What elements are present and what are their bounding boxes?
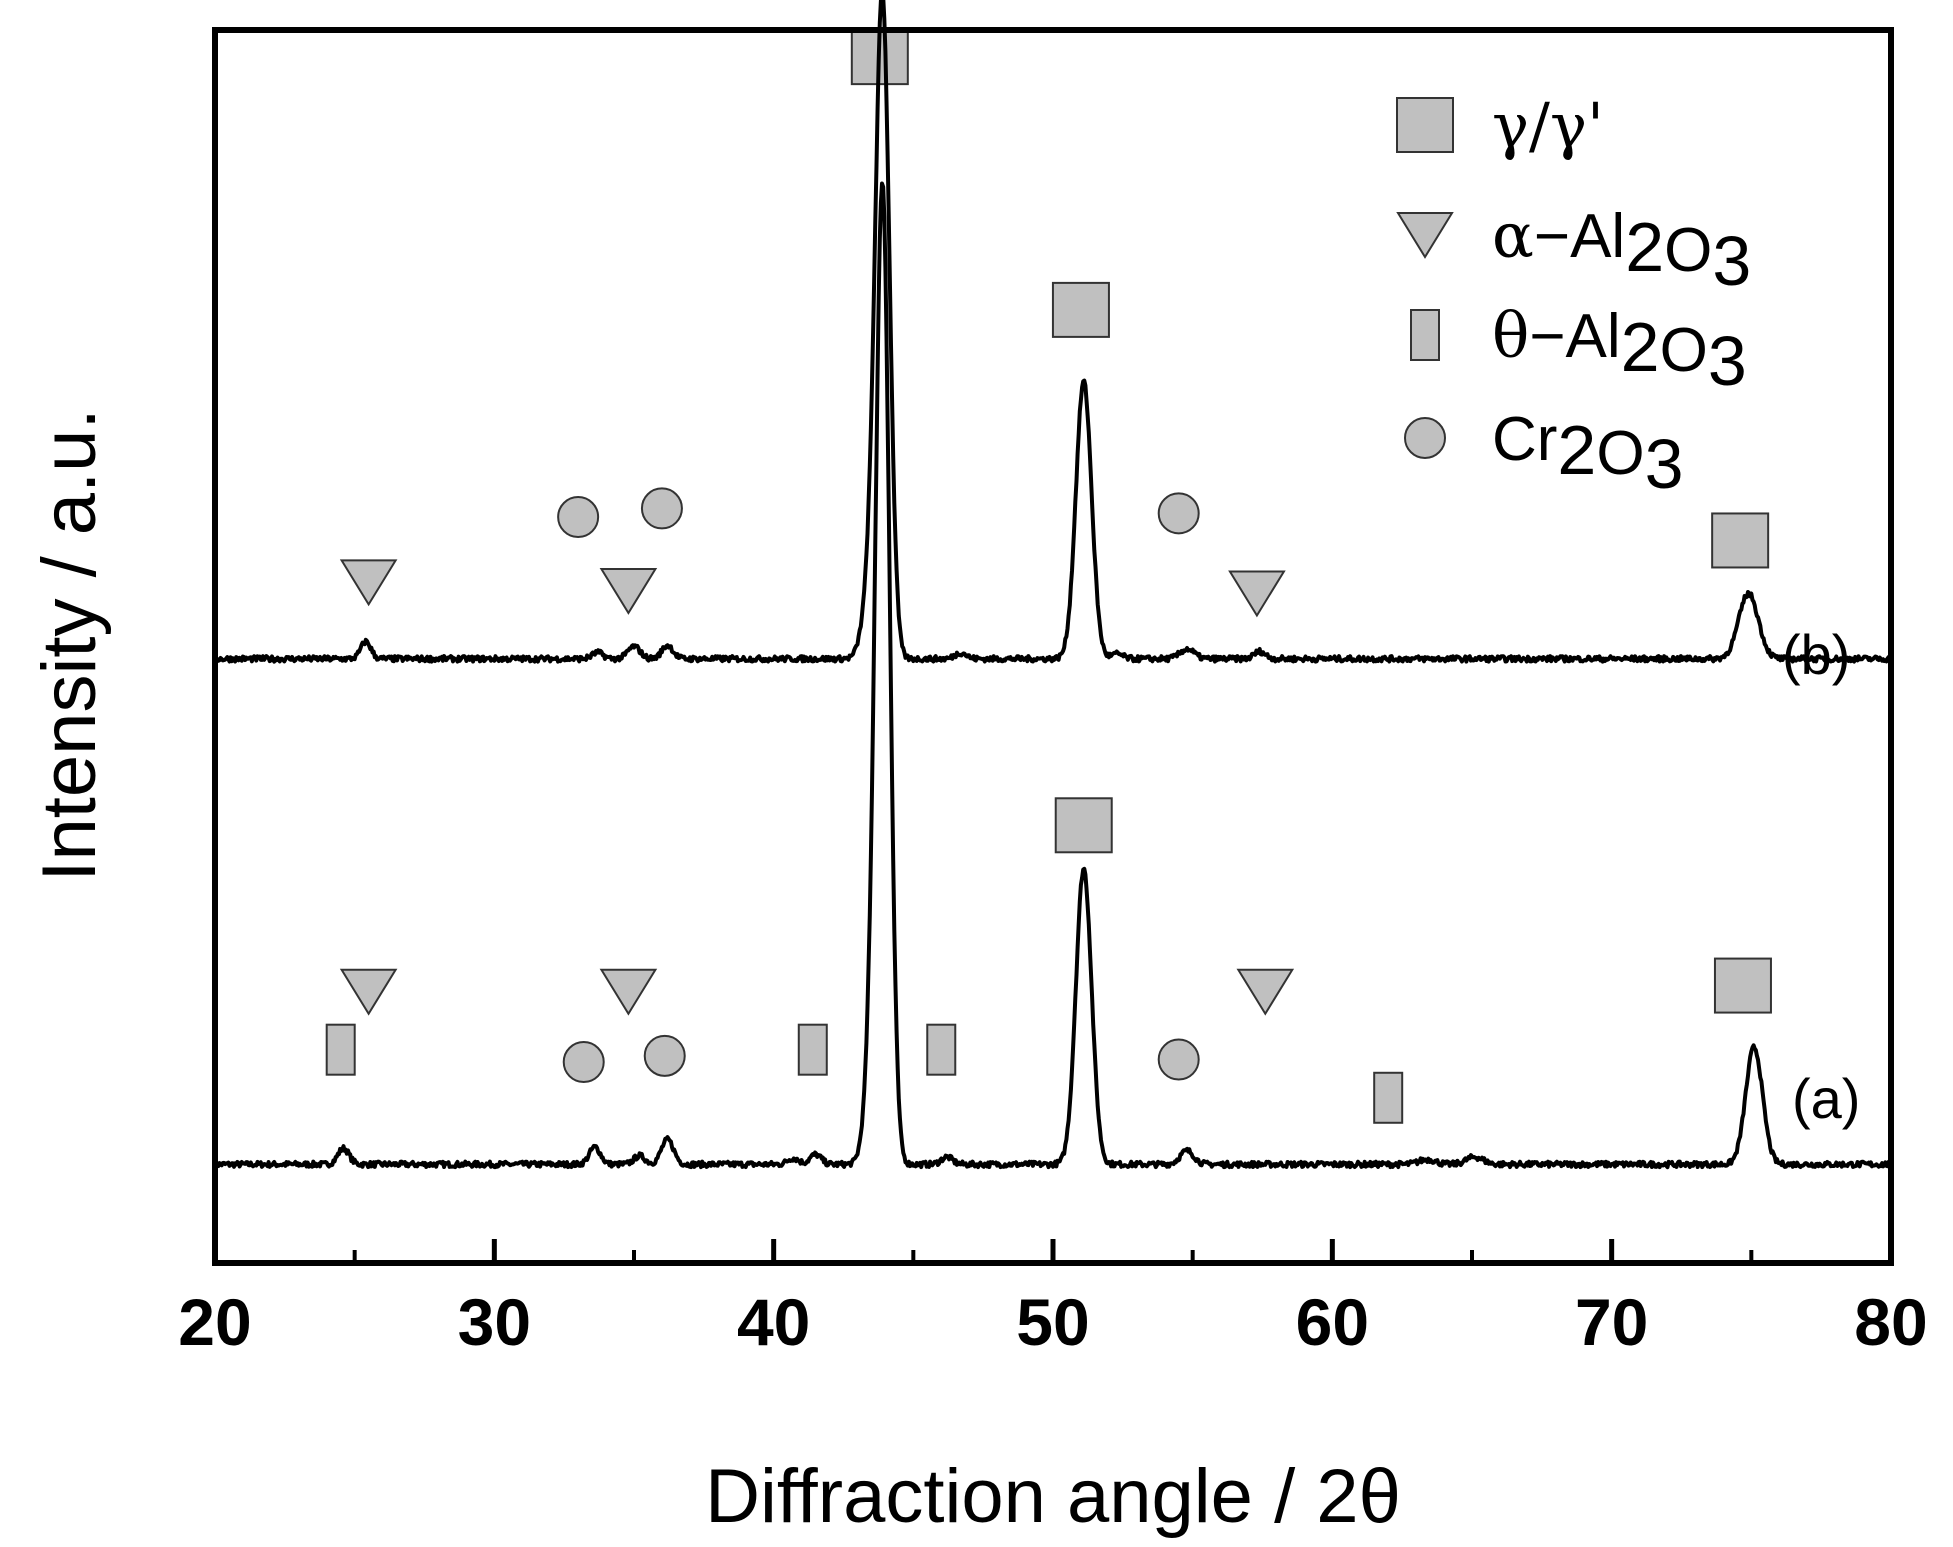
gamma-prime-marker [1054, 797, 1113, 854]
theta-al2o3-marker [797, 1023, 828, 1076]
x-axis-title: Diffraction angle / 2θ [705, 1454, 1401, 1539]
legend-label: Cr2O3 [1492, 405, 1684, 503]
y-axis-title: Intensity / a.u. [27, 408, 112, 881]
legend-label: α−Al2O3 [1492, 199, 1751, 300]
cr2o3-marker [640, 487, 683, 530]
theta-al2o3-marker [325, 1023, 356, 1076]
phase-markers [325, 29, 1772, 1124]
alpha-al2o3-marker [1228, 570, 1286, 618]
legend-square-icon [1396, 97, 1454, 153]
tick-label: 30 [458, 1285, 531, 1359]
tick-label: 70 [1575, 1285, 1648, 1359]
series-line-b [213, 0, 1893, 664]
gamma-prime-marker [1051, 281, 1110, 338]
alpha-al2o3-marker [339, 559, 398, 607]
gamma-prime-marker [1713, 957, 1772, 1014]
alpha-al2o3-marker [339, 968, 398, 1016]
gamma-prime-marker [1711, 512, 1770, 569]
cr2o3-marker [643, 1034, 686, 1077]
x-axis-ticks [212, 1239, 1894, 1263]
cr2o3-marker [1157, 492, 1200, 535]
cr2o3-marker [562, 1041, 605, 1084]
theta-al2o3-marker [1373, 1071, 1404, 1124]
tick-label: 80 [1854, 1285, 1927, 1359]
diffraction-curves [213, 0, 1893, 1170]
series-line-a [213, 181, 1892, 1170]
legend-circle-icon [1404, 417, 1446, 459]
tick-label: 60 [1296, 1285, 1369, 1359]
alpha-al2o3-marker [599, 568, 658, 615]
legend-label: θ−Al2O3 [1492, 299, 1747, 400]
cr2o3-marker [1157, 1038, 1200, 1081]
tick-label: 20 [178, 1285, 251, 1359]
legend-label: γ/γ' [1492, 89, 1604, 162]
curve-label-a: (a) [1792, 1067, 1860, 1130]
alpha-al2o3-marker [599, 968, 658, 1016]
cr2o3-marker [557, 496, 600, 539]
theta-al2o3-marker [926, 1023, 957, 1076]
tick-label: 50 [1016, 1285, 1089, 1359]
legend-triangle-icon [1396, 212, 1454, 259]
tick-label: 40 [737, 1285, 810, 1359]
x-axis-tick-labels: 20 30 40 50 60 70 80 [178, 1285, 1927, 1359]
alpha-al2o3-marker [1236, 968, 1295, 1016]
curve-label-b: (b) [1782, 623, 1850, 686]
legend-rect-icon [1410, 309, 1440, 361]
